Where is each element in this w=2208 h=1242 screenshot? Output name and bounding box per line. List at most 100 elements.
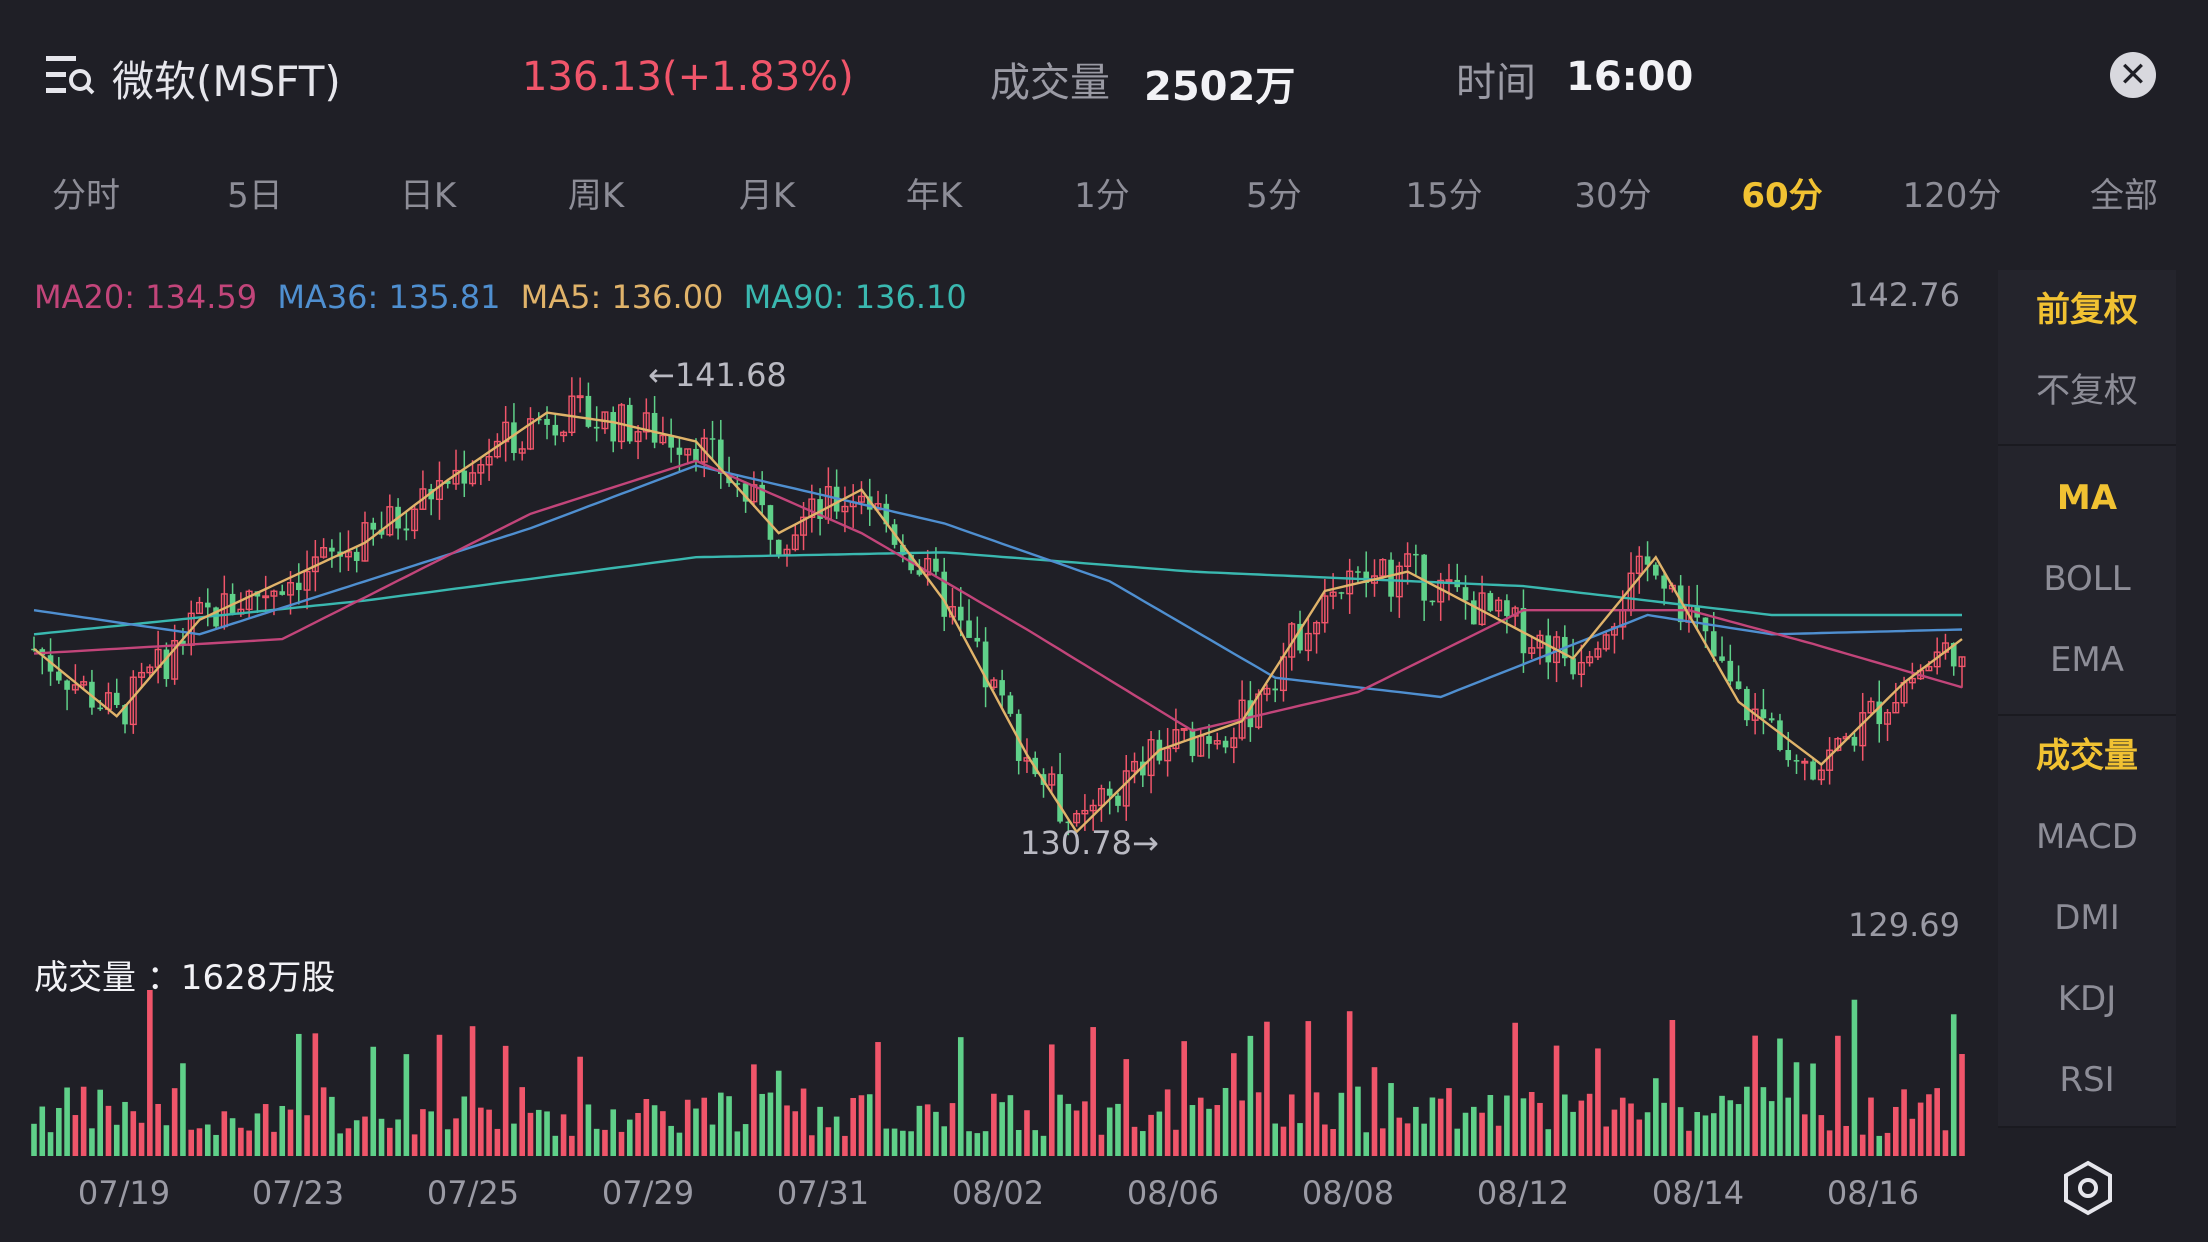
- volume-bar: [378, 1118, 385, 1156]
- side-item-ma[interactable]: MA: [2056, 478, 2118, 518]
- volume-bar: [693, 1108, 699, 1156]
- candle: [1744, 686, 1750, 727]
- volume-bar: [792, 1111, 799, 1156]
- volume-bar: [1156, 1111, 1163, 1156]
- side-item-volume[interactable]: 成交量: [2036, 736, 2138, 776]
- candle: [1528, 636, 1536, 659]
- candle: [1710, 611, 1717, 662]
- side-item-boll[interactable]: BOLL: [2043, 559, 2131, 599]
- volume-bar: [577, 1056, 583, 1156]
- volume-label: 成交量: [990, 60, 1110, 106]
- volume-bar: [1504, 1095, 1510, 1156]
- side-item-no-adjust[interactable]: 不复权: [2036, 371, 2138, 411]
- tab-all[interactable]: 全部: [2090, 176, 2158, 216]
- volume-bar: [1032, 1130, 1039, 1156]
- tab-120min[interactable]: 120分: [1902, 176, 2002, 216]
- stock-title: 微软(MSFT): [112, 57, 341, 106]
- candle: [1876, 680, 1883, 743]
- side-item-macd[interactable]: MACD: [2036, 817, 2138, 857]
- volume-bar: [1007, 1095, 1014, 1156]
- volume-bar: [1917, 1102, 1924, 1156]
- volume-bar: [478, 1107, 484, 1156]
- side-item-ema[interactable]: EMA: [2049, 640, 2125, 680]
- volume-bar: [875, 1042, 881, 1156]
- volume-bar: [800, 1088, 807, 1156]
- volume-bar: [966, 1131, 972, 1156]
- candle: [576, 377, 584, 413]
- price-axis-min: 129.69: [1848, 906, 1960, 944]
- volume-bar: [196, 1128, 203, 1156]
- volume-bar: [1131, 1126, 1138, 1156]
- volume-bar: [651, 1105, 658, 1156]
- tab-day-k[interactable]: 日K: [399, 176, 457, 216]
- side-item-dmi[interactable]: DMI: [2054, 898, 2120, 938]
- tab-30min[interactable]: 30分: [1574, 176, 1652, 216]
- candle: [1263, 684, 1271, 702]
- volume-bar: [395, 1119, 401, 1156]
- volume-bar: [1818, 1115, 1825, 1156]
- side-item-kdj[interactable]: KDJ: [2057, 979, 2117, 1019]
- candle: [411, 504, 419, 539]
- volume-bar: [1437, 1098, 1444, 1156]
- volume-bar: [1851, 999, 1858, 1156]
- volume-bar: [1942, 1130, 1949, 1156]
- volume-bar: [1909, 1118, 1916, 1156]
- volume-bar: [122, 1101, 128, 1156]
- volume-bar: [684, 1099, 691, 1156]
- volume-bar: [1462, 1112, 1469, 1156]
- candle: [1206, 724, 1212, 759]
- candle: [767, 504, 774, 557]
- volume-bar: [171, 1088, 178, 1156]
- candle: [1272, 679, 1279, 703]
- side-item-forward-adjust[interactable]: 前复权: [2036, 290, 2138, 330]
- candle: [1388, 552, 1394, 612]
- candle: [1826, 737, 1834, 785]
- candle: [89, 669, 95, 715]
- volume-bar: [982, 1131, 989, 1156]
- volume-bar: [933, 1111, 939, 1156]
- volume-bar: [569, 1135, 575, 1156]
- volume-bar: [337, 1133, 343, 1156]
- header: 微软(MSFT) 136.13(+1.83%) 成交量 2502万 时间 16:…: [0, 0, 2208, 150]
- volume-bar: [1876, 1135, 1883, 1156]
- volume-bar: [420, 1109, 426, 1156]
- menu-search-icon[interactable]: [46, 54, 96, 98]
- candle: [502, 406, 510, 462]
- volume-bar: [1677, 1107, 1684, 1156]
- volume-bar: [1313, 1092, 1320, 1156]
- volume-bar: [916, 1105, 923, 1156]
- side-item-rsi[interactable]: RSI: [2059, 1060, 2115, 1100]
- tab-fenshi[interactable]: 分时: [52, 176, 120, 216]
- settings-hexagon-icon[interactable]: [2060, 1160, 2116, 1216]
- candle: [361, 511, 369, 562]
- candle: [1785, 731, 1792, 767]
- volume-bar: [1926, 1094, 1932, 1156]
- volume-bar: [941, 1126, 948, 1156]
- volume-bar: [1015, 1130, 1022, 1156]
- tab-week-k[interactable]: 周K: [567, 176, 625, 216]
- volume-bar: [436, 1034, 443, 1156]
- volume-bar: [1628, 1103, 1634, 1156]
- volume-bar: [1396, 1117, 1403, 1156]
- close-button[interactable]: ✕: [2110, 52, 2156, 98]
- volume-bar: [535, 1109, 542, 1156]
- ma36-value: MA36: 135.81: [277, 278, 501, 316]
- volume-bar: [1181, 1041, 1187, 1156]
- volume-bar: [221, 1111, 228, 1156]
- volume-bar: [1098, 1134, 1105, 1156]
- tab-5day[interactable]: 5日: [227, 176, 283, 216]
- tab-60min[interactable]: 60分: [1741, 176, 1823, 216]
- volume-bar: [866, 1094, 873, 1156]
- tab-1min[interactable]: 1分: [1074, 176, 1130, 216]
- volume-bar: [1214, 1105, 1221, 1156]
- tab-5min[interactable]: 5分: [1246, 176, 1302, 216]
- candle: [245, 589, 253, 619]
- tab-month-k[interactable]: 月K: [738, 176, 796, 216]
- volume-bar: [1495, 1125, 1502, 1156]
- volume-bar: [1363, 1132, 1370, 1156]
- tab-year-k[interactable]: 年K: [905, 176, 963, 216]
- volume-bar: [1173, 1129, 1179, 1156]
- tab-15min[interactable]: 15分: [1405, 176, 1483, 216]
- volume-bar: [1528, 1091, 1535, 1156]
